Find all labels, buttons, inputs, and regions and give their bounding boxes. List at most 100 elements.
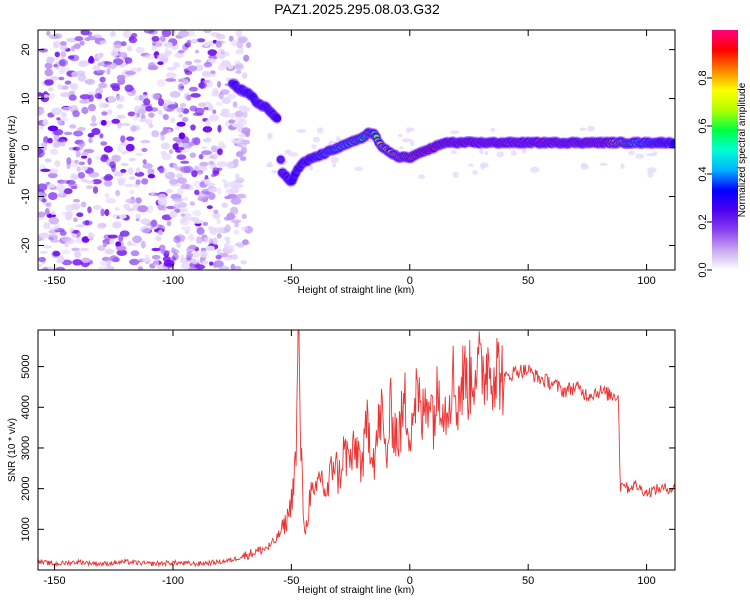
- spectrogram-noise-blob: [49, 34, 59, 39]
- spectrogram-noise-blob: [205, 119, 211, 127]
- spectrogram-noise-blob: [85, 185, 94, 189]
- spectrogram-noise-blob: [169, 211, 178, 219]
- spectrogram-noise-blob: [181, 207, 189, 213]
- spectrogram-noise-blob: [239, 156, 247, 162]
- spectrogram-noise-blob: [150, 191, 155, 196]
- spectrogram-noise-blob: [135, 197, 142, 204]
- spectrogram-noise-blob: [38, 107, 45, 115]
- spectrogram-noise-blob: [115, 245, 127, 251]
- spectrogram-noise-blob: [234, 265, 242, 270]
- spectrogram-noise-blob: [72, 198, 81, 203]
- snr-x-tick-label: 100: [637, 575, 655, 587]
- spectrogram-noise-blob: [79, 247, 90, 252]
- spectrogram-noise-blob: [206, 205, 213, 210]
- spectrogram-noise-blob: [158, 98, 164, 107]
- spectrogram-noise-blob: [106, 175, 114, 181]
- spectrogram-noise-blob: [235, 70, 242, 74]
- spectrogram-noise-blob: [217, 187, 222, 195]
- spectrogram-noise-blob: [60, 85, 69, 90]
- spectrogram-noise-blob: [222, 51, 230, 57]
- spectrogram-noise-blob: [68, 94, 77, 101]
- spectrogram-noise-blob: [135, 46, 145, 54]
- spectrogram-noise-blob: [125, 70, 136, 76]
- spectrogram-noise-blob: [48, 172, 58, 179]
- spectrogram-noise-blob: [144, 254, 150, 261]
- spectrogram-noise-blob: [181, 226, 192, 231]
- spectrogram-noise-blob: [174, 52, 184, 59]
- spectrogram-noise-blob: [87, 206, 92, 214]
- spectrogram-noise-blob: [156, 79, 166, 87]
- spectrogram-noise-blob: [104, 61, 113, 65]
- spectrogram-noise-blob: [235, 30, 243, 38]
- spectrogram-noise-blob: [190, 124, 196, 131]
- spectrogram-noise-blob: [49, 148, 59, 155]
- spectrogram-noise-blob: [140, 218, 150, 225]
- spectrogram-noise-blob: [79, 99, 90, 104]
- spectrogram-noise-blob: [129, 258, 140, 266]
- spectrogram-noise-blob: [145, 105, 153, 112]
- spectrogram-noise-blob: [111, 118, 120, 124]
- spectrogram-noise-blob: [201, 150, 212, 156]
- spectrogram-faint-blob: [401, 138, 412, 143]
- spectrogram-noise-blob: [38, 125, 45, 130]
- spectrogram-noise-blob: [112, 221, 122, 229]
- spectrogram-noise-blob: [73, 130, 84, 137]
- spectrogram-noise-blob: [44, 68, 54, 77]
- spectrogram-noise-blob: [116, 74, 126, 81]
- spectrogram-noise-blob: [63, 188, 73, 195]
- spectrogram-noise-blob: [223, 243, 230, 250]
- spectrogram-noise-blob: [180, 254, 185, 261]
- spectrogram-noise-blob: [242, 111, 248, 118]
- spectrogram-faint-blob: [271, 170, 279, 174]
- spectrogram-ridge-core: [277, 157, 284, 163]
- spectrogram-noise-blob: [165, 72, 177, 79]
- spectrogram-faint-blob: [652, 151, 658, 156]
- spectrogram-noise-blob: [57, 84, 63, 90]
- spectrogram-noise-blob: [181, 262, 190, 270]
- spectrogram-noise-blob: [232, 101, 238, 108]
- spectrogram-noise-blob: [50, 210, 56, 216]
- spectrogram-faint-blob: [313, 136, 320, 143]
- colorbar-tick-label: 0.2: [697, 214, 709, 229]
- spectrogram-noise-blob: [146, 205, 154, 214]
- spectrogram-noise-blob: [177, 50, 185, 54]
- spectrogram-noise-blob: [163, 41, 173, 48]
- spectrogram-noise-blob: [59, 45, 69, 51]
- spectrogram-noise-blob: [42, 245, 52, 249]
- spectrogram-noise-blob: [81, 257, 91, 263]
- spectrogram-frame: [37, 29, 676, 271]
- spectrogram-noise-blob: [92, 205, 102, 210]
- spectrogram-noise-blob: [201, 79, 211, 84]
- spectrogram-noise-blob: [107, 109, 113, 115]
- spectrogram-noise-blob: [38, 147, 43, 155]
- spectrogram-noise-blob: [166, 66, 177, 71]
- spectrogram-faint-blob: [328, 140, 335, 148]
- spectrogram-noise-blob: [68, 104, 79, 111]
- spectrogram-noise-blob: [173, 235, 181, 244]
- spectrogram-noise-blob: [44, 79, 54, 86]
- spectrogram-noise-blob: [243, 54, 250, 62]
- colorbar-tick-label: 0.6: [697, 118, 709, 133]
- spectrogram-noise-blob: [60, 92, 71, 98]
- spectrogram-noise-blob: [177, 187, 184, 196]
- spectrogram-noise-blob: [240, 139, 251, 145]
- spectrogram-noise-blob: [85, 180, 95, 184]
- spectrogram-noise-blob: [105, 198, 117, 204]
- spectrogram-noise-blob: [213, 209, 219, 214]
- spectrogram-noise-blob: [75, 150, 81, 158]
- spectrogram-noise-blob: [198, 154, 204, 160]
- spectrogram-noise-blob: [176, 154, 187, 160]
- spectrogram-noise-blob: [191, 38, 199, 44]
- spectrogram-ridge-core: [274, 115, 281, 122]
- spectrogram-noise-blob: [180, 213, 186, 217]
- spectrogram-noise-blob: [176, 146, 185, 151]
- spectrogram-noise-blob: [163, 266, 169, 270]
- spectrogram-faint-blob: [628, 150, 635, 156]
- spectrogram-noise-blob: [87, 133, 95, 138]
- spectrogram-noise-blob: [47, 125, 59, 132]
- spectrogram-noise-blob: [109, 161, 116, 169]
- spectrogram-noise-blob: [81, 166, 88, 171]
- spectrogram-noise-blob: [237, 193, 247, 199]
- spectrogram-noise-blob: [200, 145, 208, 150]
- spectrogram-noise-blob: [38, 143, 42, 147]
